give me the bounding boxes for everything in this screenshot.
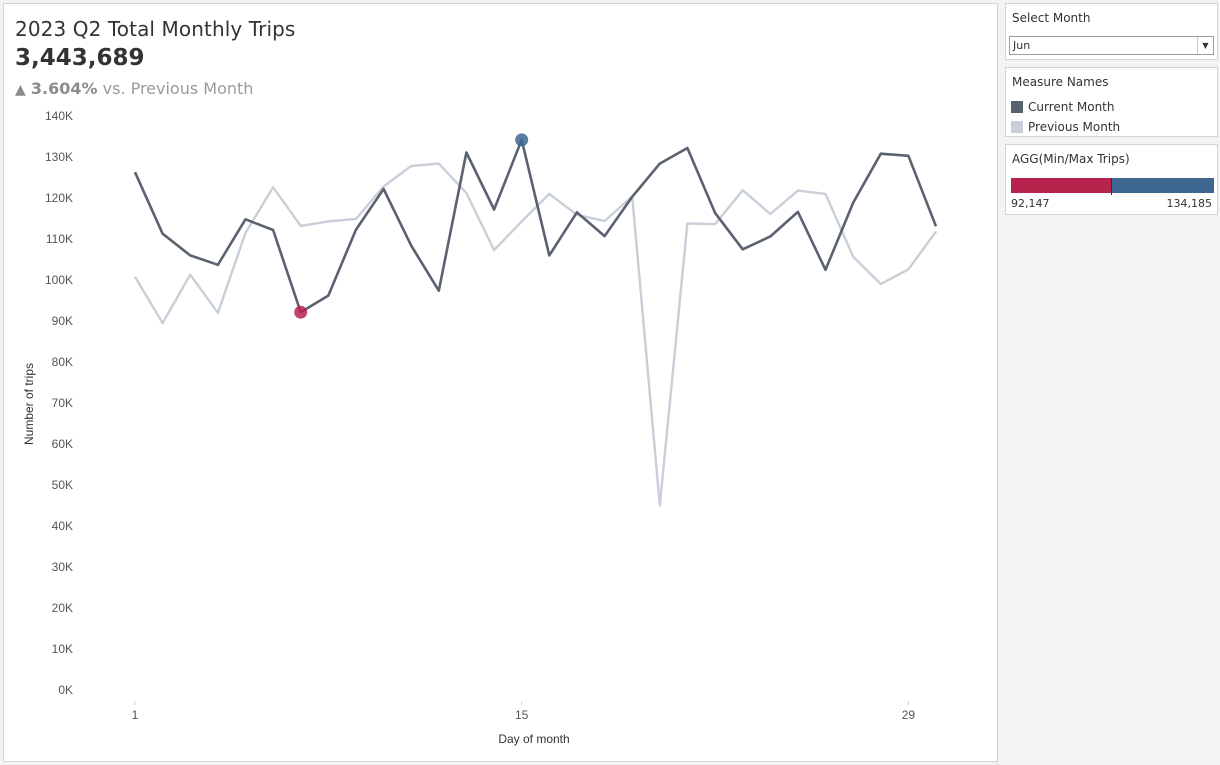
- range-min-label: 92,147: [1011, 197, 1050, 210]
- y-tick-label: 20K: [52, 601, 73, 615]
- min-max-range-bar[interactable]: [1011, 178, 1214, 195]
- up-arrow-icon: ▲: [15, 82, 26, 98]
- min-point-marker[interactable]: [294, 305, 308, 319]
- y-tick-label: 70K: [52, 396, 73, 410]
- y-tick-label: 110K: [46, 232, 73, 246]
- total-trips-value: 3,443,689: [15, 45, 145, 71]
- legend-card: Measure Names Current Month Previous Mon…: [1005, 67, 1218, 137]
- delta-text: vs. Previous Month: [97, 79, 254, 98]
- month-select[interactable]: Jun ▼: [1009, 36, 1214, 55]
- legend-swatch-previous-month: [1011, 121, 1023, 133]
- y-tick-label: 60K: [52, 437, 73, 451]
- page-title: 2023 Q2 Total Monthly Trips: [15, 17, 296, 41]
- x-tick-label: 1: [132, 708, 139, 722]
- y-tick-label: 50K: [52, 478, 73, 492]
- min-max-range-card: AGG(Min/Max Trips) 92,147 134,185: [1005, 144, 1218, 215]
- range-bar-divider: [1111, 178, 1112, 195]
- range-max-label: 134,185: [1166, 197, 1213, 210]
- legend-item-current-month[interactable]: Current Month: [1011, 100, 1115, 114]
- y-axis-ticks: 0K 10K 20K 30K 40K 50K 60K 70K 80K 90K 100K 110K 120…: [45, 109, 73, 697]
- delta-indicator: ▲ 3.604% vs. Previous Month: [15, 79, 253, 98]
- month-filter-card: Select Month Jun ▼: [1005, 3, 1218, 60]
- y-tick-label: 30K: [52, 560, 73, 574]
- extreme-markers[interactable]: [294, 133, 529, 319]
- y-tick-label: 80K: [52, 355, 73, 369]
- range-title: AGG(Min/Max Trips): [1012, 152, 1130, 166]
- x-axis-label: Day of month: [498, 732, 569, 746]
- range-bar-max-segment: [1112, 178, 1214, 193]
- line-chart[interactable]: 0K10K20K30K40K50K60K70K80K90K100K110K120…: [4, 4, 997, 761]
- y-tick-label: 10K: [52, 642, 73, 656]
- month-select-value: Jun: [1013, 39, 1031, 52]
- series-line-current-month[interactable]: [133, 138, 938, 314]
- y-tick-label: 0K: [58, 683, 73, 697]
- legend-item-previous-month[interactable]: Previous Month: [1011, 120, 1120, 134]
- y-tick-label: 40K: [52, 519, 73, 533]
- chevron-down-icon[interactable]: ▼: [1197, 37, 1213, 54]
- x-axis-ticks: 1 15 29: [132, 701, 916, 722]
- max-point-marker[interactable]: [515, 133, 529, 147]
- series-line-previous-month[interactable]: [133, 162, 937, 507]
- legend-swatch-current-month: [1011, 101, 1023, 113]
- y-axis-label: Number of trips: [22, 363, 36, 445]
- y-tick-label: 120K: [45, 191, 73, 205]
- delta-percent: 3.604%: [30, 79, 98, 98]
- y-tick-label: 90K: [52, 314, 73, 328]
- x-tick-label: 29: [902, 708, 916, 722]
- dashboard-main-panel: 2023 Q2 Total Monthly Trips 3,443,689 ▲ …: [3, 3, 998, 762]
- legend-label: Current Month: [1028, 100, 1115, 114]
- y-tick-label: 140K: [45, 109, 73, 123]
- series-lines[interactable]: [133, 138, 938, 507]
- legend-label: Previous Month: [1028, 120, 1121, 134]
- filter-title: Select Month: [1012, 11, 1091, 25]
- legend-title: Measure Names: [1012, 75, 1109, 89]
- range-bar-min-segment: [1011, 178, 1112, 193]
- x-tick-label: 15: [515, 708, 529, 722]
- y-tick-label: 130K: [45, 150, 73, 164]
- y-tick-label: 100K: [45, 273, 73, 287]
